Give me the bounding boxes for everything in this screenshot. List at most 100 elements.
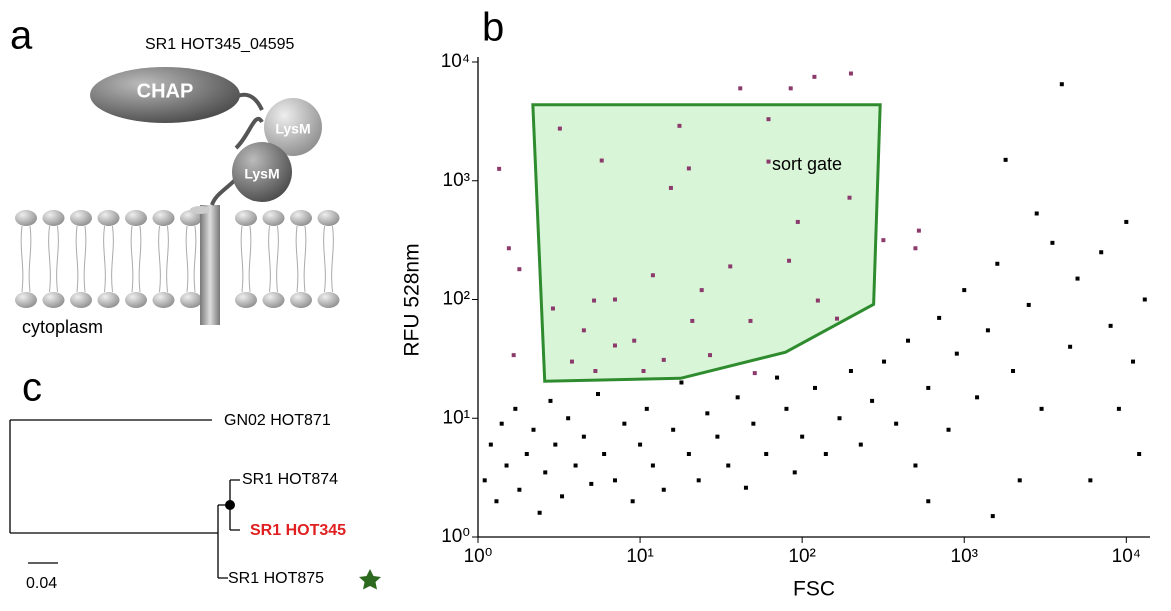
lipid-tail [130,225,142,293]
point [630,499,635,504]
lipid-head [290,210,312,226]
point [913,463,918,468]
point [592,298,597,303]
point [482,478,487,483]
point [499,421,504,426]
point [738,86,743,91]
y-tick-label: 10³ [443,170,470,191]
point [837,416,842,421]
lipid-tail [323,225,334,293]
point [766,117,771,122]
point [595,392,600,397]
lipid-head [70,210,92,226]
y-tick-label: 10¹ [443,407,470,428]
point [858,442,863,447]
point [946,427,951,432]
point [1034,211,1039,216]
chap-domain [90,67,240,123]
lipid-head [152,292,175,308]
point [847,195,852,200]
lipid-head [97,210,120,226]
scale-label: 0.04 [26,575,57,592]
panel-label: b [482,6,504,50]
x-tick-label: 10³ [951,546,978,567]
lipid-head [15,210,37,226]
lipid-head [42,210,65,226]
point [1059,82,1064,87]
point [557,126,562,131]
domain-label: CHAP [137,80,194,102]
point [1050,240,1055,245]
point [696,478,701,483]
point [593,368,598,373]
point [677,123,682,128]
lipid-head [70,292,92,308]
point [531,427,536,432]
compartment-label: cytoplasm [22,317,103,337]
lipid-head [15,292,37,308]
linker [210,117,264,206]
point [913,246,918,251]
point [612,297,617,302]
lipid-tail [158,225,169,293]
point [788,86,793,91]
x-tick-label: 10⁴ [1112,546,1141,567]
membrane [15,210,340,308]
leaf-label: SR1 HOT874 [242,471,338,488]
point [581,434,586,439]
point [661,357,666,362]
point [775,375,780,380]
star-icon [359,569,381,590]
lipid-head [125,292,147,308]
point [548,398,553,403]
lipid-head [180,210,202,226]
point [668,185,673,190]
lipid-tail [268,225,279,293]
lipid-tail [75,225,87,293]
point [569,359,574,364]
point [815,298,820,303]
point [975,395,980,400]
point [543,470,548,475]
point [870,398,875,403]
point [800,434,805,439]
point [784,406,789,411]
point [622,421,627,426]
point [926,499,931,504]
point [644,406,649,411]
point [812,74,817,79]
point [573,463,578,468]
point [995,261,1000,266]
point [679,380,684,385]
y-tick-label: 10⁰ [441,526,470,547]
point [894,421,899,426]
point [553,442,558,447]
point [715,434,720,439]
point [602,451,607,456]
point [748,318,753,323]
point [751,421,756,426]
point [638,442,643,447]
point [494,499,499,504]
leaf-label: SR1 HOT875 [228,570,324,587]
point [560,494,565,499]
lipid-head [317,210,340,226]
leaf-label: GN02 HOT871 [224,412,331,429]
lysm-domain [264,98,322,156]
point [690,318,695,323]
point [1108,323,1113,328]
point [506,246,511,251]
node [225,500,235,510]
point [699,288,704,293]
point [764,451,769,456]
y-tick-label: 10² [443,289,470,310]
point [1099,250,1104,255]
lipid-tail [240,225,252,293]
point [848,71,853,76]
point [795,219,800,224]
point [1068,344,1073,349]
point [504,463,509,468]
y-tick-label: 10⁴ [441,51,470,72]
